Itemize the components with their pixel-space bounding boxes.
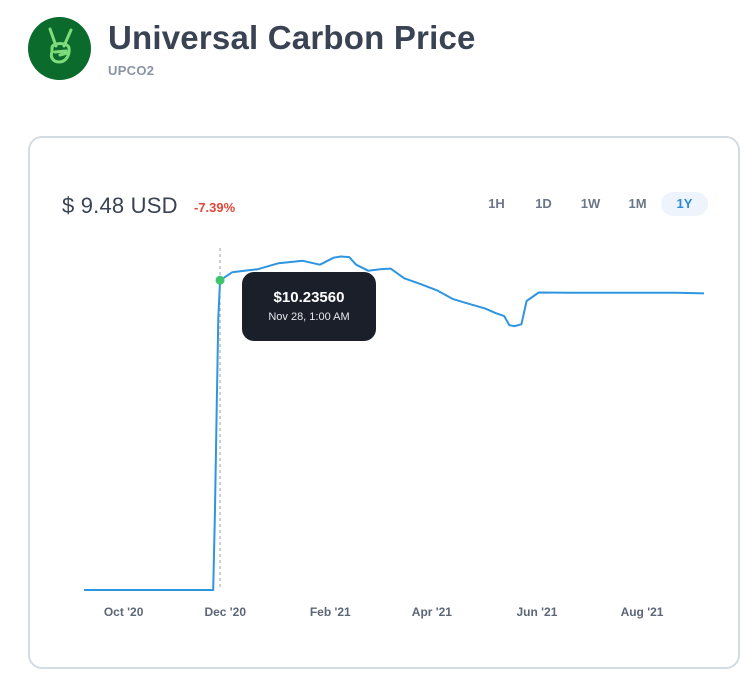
current-price: $ 9.48 USD	[62, 193, 178, 218]
x-tick-label: Oct '20	[104, 605, 144, 619]
x-tick-label: Dec '20	[204, 605, 246, 619]
tooltip-date: Nov 28, 1:00 AM	[268, 311, 350, 323]
price-change: -7.39%	[194, 200, 236, 215]
x-tick-label: Jun '21	[517, 605, 558, 619]
peace-hand-icon	[40, 24, 80, 73]
logo	[28, 17, 91, 80]
range-button-1w[interactable]: 1W	[580, 196, 601, 211]
x-tick-label: Apr '21	[412, 605, 453, 619]
x-tick-label: Feb '21	[310, 605, 351, 619]
ticker-symbol: UPCO2	[108, 63, 155, 78]
range-button-1y[interactable]: 1Y	[661, 192, 708, 216]
range-button-1m[interactable]: 1M	[628, 196, 647, 211]
chart-tooltip: $10.23560 Nov 28, 1:00 AM	[242, 272, 376, 341]
price-chart-card: $ 9.48 USD -7.39% 1H 1D 1W 1M 1Y Oct '20…	[28, 136, 740, 669]
page-title: Universal Carbon Price	[108, 19, 476, 56]
series-line-price	[84, 255, 705, 591]
range-button-1h[interactable]: 1H	[488, 196, 505, 211]
time-range-selector: 1H 1D 1W 1M 1Y	[473, 192, 708, 216]
hover-point	[215, 275, 225, 285]
x-axis: Oct '20 Dec '20 Feb '21 Apr '21 Jun '21 Aug '…	[104, 605, 664, 619]
line-chart[interactable]: Oct '20 Dec '20 Feb '21 Apr '21 Jun '21 Aug '…	[30, 138, 738, 667]
range-button-1d[interactable]: 1D	[535, 196, 552, 211]
x-tick-label: Aug '21	[621, 605, 664, 619]
tooltip-value: $10.23560	[273, 289, 345, 306]
